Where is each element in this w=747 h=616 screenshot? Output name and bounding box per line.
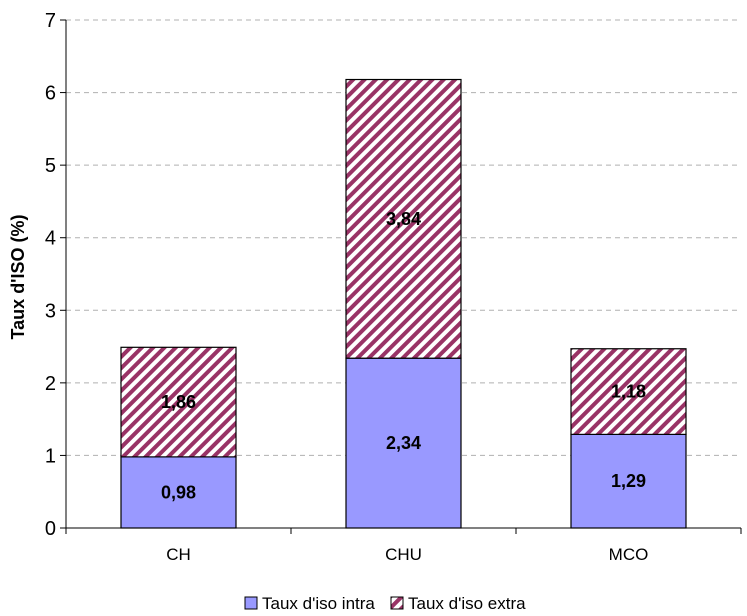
bar-segment — [345, 357, 462, 529]
y-tick-label: 6 — [45, 83, 56, 105]
y-tick-label: 7 — [45, 10, 56, 32]
y-axis-label: Taux d'ISO (%) — [8, 215, 28, 340]
bar-segment — [570, 433, 687, 529]
y-tick-label: 0 — [45, 518, 56, 540]
data-label: 1,29 — [611, 471, 646, 491]
legend-swatch-extra — [390, 596, 404, 610]
x-tick-label: CHU — [385, 545, 422, 564]
axes: 0 1 2 3 4 5 6 7 CH CHU MCO — [45, 10, 742, 564]
legend-label-extra: Taux d'iso extra — [408, 594, 526, 613]
legend-label-intra: Taux d'iso intra — [262, 594, 375, 613]
bar-segment — [120, 456, 237, 529]
bar-segment — [120, 346, 237, 458]
data-label: 0,98 — [161, 482, 196, 502]
data-labels: 0,98 1,86 2,34 3,84 1,29 1,18 — [161, 209, 646, 503]
y-tick-label: 2 — [45, 373, 56, 395]
bars — [120, 78, 687, 529]
x-tick-label: MCO — [609, 545, 649, 564]
data-label: 2,34 — [386, 433, 421, 453]
data-label: 1,18 — [611, 382, 646, 402]
y-tick-label: 4 — [45, 228, 56, 250]
data-label: 1,86 — [161, 392, 196, 412]
y-tick-label: 3 — [45, 300, 56, 322]
data-label: 3,84 — [386, 209, 421, 229]
bar-segment — [570, 348, 687, 435]
bar-segment — [345, 78, 462, 359]
x-tick-label: CH — [166, 545, 191, 564]
y-tick-label: 5 — [45, 155, 56, 177]
legend-swatch-intra — [244, 596, 258, 610]
legend: Taux d'iso intra Taux d'iso extra — [244, 594, 526, 613]
y-tick-label: 1 — [45, 445, 56, 467]
